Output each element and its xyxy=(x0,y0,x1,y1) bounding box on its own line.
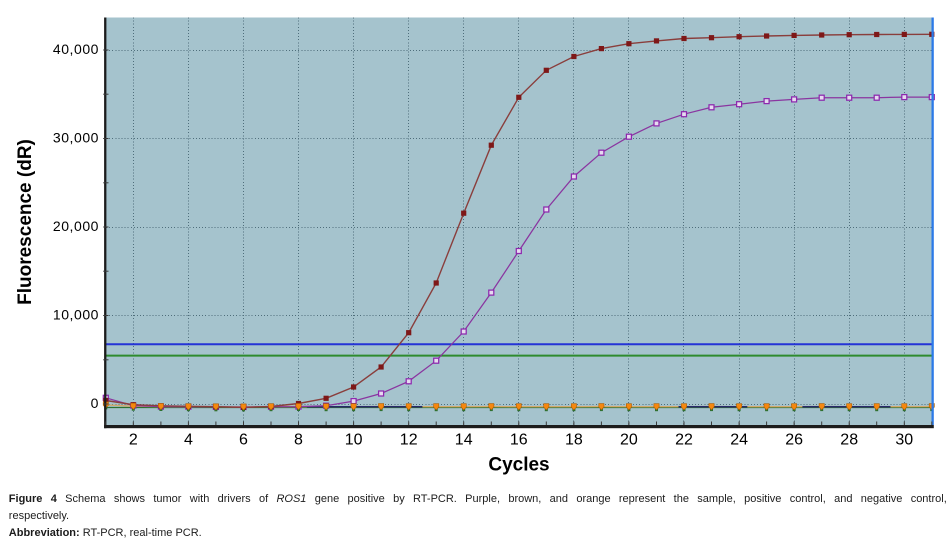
svg-text:10: 10 xyxy=(345,432,363,449)
svg-text:4: 4 xyxy=(184,432,193,449)
svg-text:6: 6 xyxy=(239,432,248,449)
svg-text:30: 30 xyxy=(895,432,913,449)
svg-text:12: 12 xyxy=(400,432,418,449)
svg-text:28: 28 xyxy=(840,432,858,449)
svg-text:14: 14 xyxy=(455,432,473,449)
svg-text:10,000: 10,000 xyxy=(53,307,99,323)
svg-text:Fluorescence (dR): Fluorescence (dR) xyxy=(15,139,36,305)
svg-text:20,000: 20,000 xyxy=(53,218,99,234)
svg-text:24: 24 xyxy=(730,432,748,449)
svg-text:20: 20 xyxy=(620,432,638,449)
svg-text:22: 22 xyxy=(675,432,693,449)
svg-text:40,000: 40,000 xyxy=(53,41,99,57)
svg-text:18: 18 xyxy=(565,432,583,449)
svg-text:16: 16 xyxy=(510,432,528,449)
svg-text:30,000: 30,000 xyxy=(53,130,99,146)
svg-text:0: 0 xyxy=(91,395,99,411)
svg-text:8: 8 xyxy=(294,432,303,449)
svg-text:Cycles: Cycles xyxy=(488,455,549,476)
svg-text:2: 2 xyxy=(129,432,138,449)
svg-text:26: 26 xyxy=(785,432,803,449)
